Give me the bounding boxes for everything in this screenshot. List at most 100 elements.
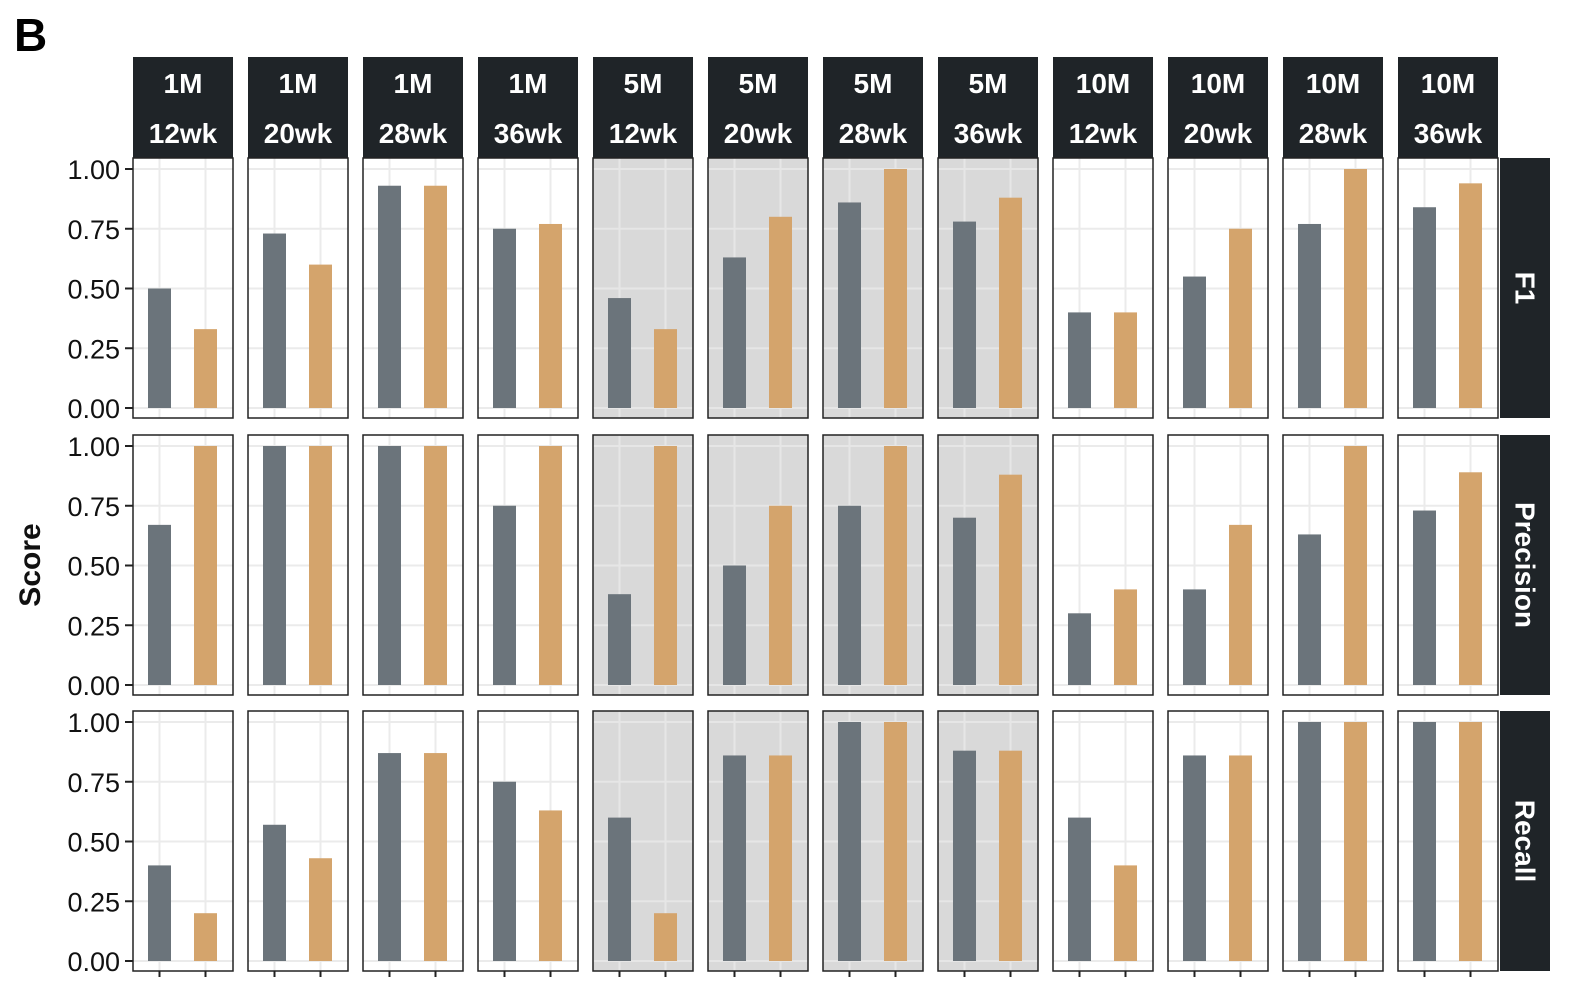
- y-tick-label: 0.75: [67, 215, 120, 245]
- bar-gray: [493, 505, 516, 685]
- bar-orange: [1229, 755, 1252, 961]
- column-strip: [1168, 57, 1268, 158]
- bar-gray: [1183, 276, 1206, 408]
- y-tick-label: 0.75: [67, 492, 120, 522]
- bar-gray: [263, 446, 286, 685]
- panel-border: [822, 434, 924, 696]
- bar-gray: [1298, 223, 1321, 408]
- panel-border: [362, 434, 464, 696]
- panel-border: [477, 434, 579, 696]
- bar-orange: [1459, 472, 1482, 685]
- bar-gray: [723, 755, 746, 961]
- bar-gray: [148, 524, 171, 685]
- y-tick-label: 0.00: [67, 947, 120, 977]
- bar-orange: [999, 474, 1022, 685]
- panel-border: [1397, 710, 1499, 972]
- bar-orange: [1229, 228, 1252, 408]
- bar-gray: [1298, 722, 1321, 961]
- column-strip-label: 10M: [1191, 68, 1245, 99]
- bar-orange: [999, 197, 1022, 408]
- bar-gray: [953, 750, 976, 961]
- row-strip-label: Recall: [1510, 800, 1541, 883]
- bar-gray: [608, 817, 631, 961]
- y-tick-label: 1.00: [67, 432, 120, 462]
- y-tick-label: 0.25: [67, 611, 120, 641]
- bar-orange: [194, 329, 217, 408]
- panel-border: [592, 434, 694, 696]
- bar-gray: [378, 753, 401, 961]
- bar-orange: [884, 169, 907, 408]
- bar-gray: [263, 824, 286, 961]
- column-strip-label: 5M: [854, 68, 893, 99]
- row-strip-label: Precision: [1510, 502, 1541, 628]
- y-tick-label: 0.25: [67, 334, 120, 364]
- bar-orange: [194, 913, 217, 961]
- column-strip: [1283, 57, 1383, 158]
- bar-orange: [1344, 169, 1367, 408]
- panel-border: [937, 434, 1039, 696]
- column-strip: [478, 57, 578, 158]
- panel-border: [1167, 157, 1269, 419]
- panel-border: [1052, 157, 1154, 419]
- panel-border: [1167, 434, 1269, 696]
- panel-border: [1167, 710, 1269, 972]
- bar-orange: [1459, 722, 1482, 961]
- column-strip-label: 10M: [1421, 68, 1475, 99]
- bar-orange: [884, 446, 907, 685]
- bar-orange: [309, 858, 332, 961]
- bar-orange: [424, 185, 447, 408]
- bar-gray: [1298, 534, 1321, 685]
- row-strip: [1500, 158, 1550, 418]
- column-strip-label: 12wk: [1069, 118, 1138, 149]
- bar-orange: [1114, 589, 1137, 685]
- column-strip-label: 20wk: [1184, 118, 1253, 149]
- bar-gray: [378, 446, 401, 685]
- bar-gray: [723, 257, 746, 408]
- column-strip: [363, 57, 463, 158]
- column-strip-label: 28wk: [839, 118, 908, 149]
- bar-orange: [1344, 722, 1367, 961]
- panel-border: [592, 157, 694, 419]
- bar-gray: [1413, 510, 1436, 685]
- bar-gray: [148, 288, 171, 408]
- column-strip-label: 5M: [969, 68, 1008, 99]
- bar-gray: [493, 781, 516, 961]
- bar-gray: [953, 517, 976, 685]
- bar-gray: [1183, 755, 1206, 961]
- bar-gray: [1068, 613, 1091, 685]
- y-axis-title: Score: [14, 523, 47, 606]
- column-strip-label: 20wk: [724, 118, 793, 149]
- bar-orange: [1114, 865, 1137, 961]
- bar-orange: [1114, 312, 1137, 408]
- column-strip: [133, 57, 233, 158]
- bar-orange: [769, 755, 792, 961]
- y-tick-label: 0.75: [67, 768, 120, 798]
- panel-border: [707, 157, 809, 419]
- column-strip-label: 10M: [1076, 68, 1130, 99]
- bar-orange: [194, 446, 217, 685]
- panel-label: B: [14, 9, 48, 61]
- bar-orange: [654, 329, 677, 408]
- panel-border: [707, 710, 809, 972]
- bar-orange: [1344, 446, 1367, 685]
- panel-border: [1282, 434, 1384, 696]
- panel-border: [362, 157, 464, 419]
- bar-orange: [424, 753, 447, 961]
- y-tick-label: 0.00: [67, 671, 120, 701]
- bar-gray: [1413, 722, 1436, 961]
- column-strip-label: 1M: [509, 68, 548, 99]
- bar-gray: [378, 185, 401, 408]
- panel-border: [247, 710, 349, 972]
- bar-gray: [838, 202, 861, 408]
- bar-orange: [654, 913, 677, 961]
- column-strip: [823, 57, 923, 158]
- column-strip-label: 12wk: [149, 118, 218, 149]
- bar-gray: [148, 865, 171, 961]
- bar-gray: [723, 565, 746, 685]
- column-strip-label: 36wk: [1414, 118, 1483, 149]
- column-strip-label: 5M: [739, 68, 778, 99]
- column-strip-label: 1M: [279, 68, 318, 99]
- column-strip-label: 5M: [624, 68, 663, 99]
- panel-border: [362, 710, 464, 972]
